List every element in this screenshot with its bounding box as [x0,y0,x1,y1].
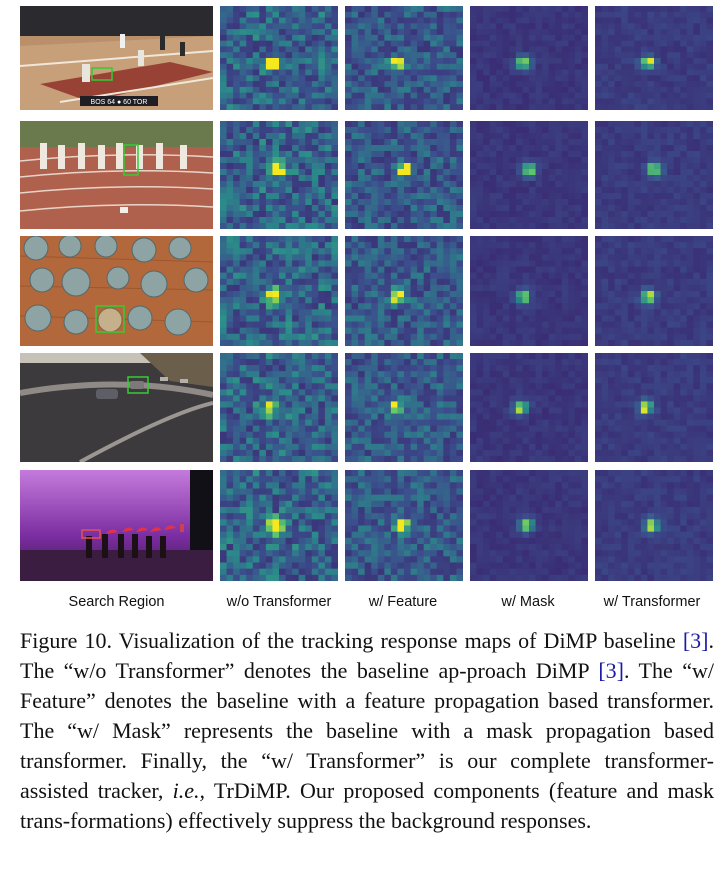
caption-text-2: . The “w/o Transformer” denotes the base… [20,628,714,683]
response-map-w-mask [470,353,588,462]
figure-caption: Figure 10. Visualization of the tracking… [20,626,714,836]
search-region-image-coins [20,236,213,346]
response-map-w-feature [345,121,463,229]
column-label-w-transformer: w/ Transformer [603,594,701,610]
response-map-w-transformer [595,121,713,229]
caption-text-4: TrDiMP. Our proposed components (feature… [20,778,714,833]
search-region-image-track [20,121,213,229]
response-map-w-transformer [595,236,713,346]
column-label-w-feature: w/ Feature [368,594,438,610]
search-region-image-race [20,353,213,462]
response-map-wo-transformer [220,236,338,346]
search-region-image-basketball: BOS 64 ● 60 TOR [20,6,213,110]
response-map-w-feature [345,353,463,462]
response-map-w-transformer [595,6,713,110]
column-label-w-mask: w/ Mask [501,594,555,610]
citation-link[interactable]: [3] [682,628,709,653]
caption-label: Figure 10. [20,628,113,653]
response-map-w-mask [470,6,588,110]
response-map-wo-transformer [220,121,338,229]
response-map-w-feature [345,470,463,581]
caption-text-1: Visualization of the tracking response m… [112,628,683,653]
response-map-w-feature [345,6,463,110]
search-region-image-stage [20,470,213,581]
response-map-w-feature [345,236,463,346]
response-map-wo-transformer [220,6,338,110]
response-map-wo-transformer [220,470,338,581]
citation-link[interactable]: [3] [598,658,624,683]
response-map-w-transformer [595,470,713,581]
response-map-w-mask [470,121,588,229]
response-map-w-mask [470,470,588,581]
scoreboard-overlay: BOS 64 ● 60 TOR [91,99,148,106]
response-map-w-mask [470,236,588,346]
caption-ie: i.e., [172,778,206,803]
caption-text-3: . The “w/ Feature” denotes the baseline … [20,658,714,803]
response-map-wo-transformer [220,353,338,462]
column-label-wo-transformer: w/o Transformer [226,594,332,610]
column-label-search-region: Search Region [68,594,165,610]
response-map-w-transformer [595,353,713,462]
